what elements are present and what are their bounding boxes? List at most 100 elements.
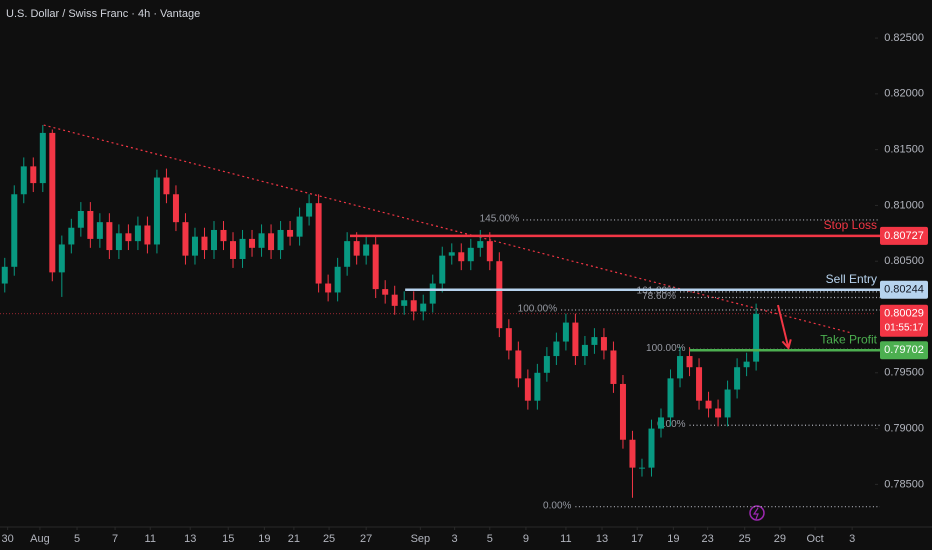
candle-body [543, 356, 550, 373]
x-tick-label: 15 [222, 533, 234, 545]
candle-body [306, 203, 313, 217]
candle-body [353, 241, 360, 256]
candle-body [401, 300, 408, 306]
y-tick-label: 0.82500 [884, 32, 924, 44]
x-tick-label: Aug [30, 533, 50, 545]
candle-body [153, 177, 160, 245]
x-tick-label: 11 [560, 533, 571, 545]
fib-label: 0.00% [543, 500, 571, 511]
candle-body [315, 203, 322, 284]
x-tick-label: 19 [258, 533, 270, 545]
x-tick-label: 17 [631, 533, 643, 545]
candle-body [125, 233, 132, 242]
candle-body [648, 428, 655, 468]
level-label: Sell Entry [826, 272, 877, 286]
fib-label: 100.00% [518, 304, 558, 315]
fib-label: 145.00% [480, 214, 520, 225]
y-tick-label: 0.79000 [884, 422, 924, 434]
candle-body [667, 378, 674, 418]
x-tick-label: 19 [667, 533, 679, 545]
candle-body [553, 341, 560, 357]
x-tick-label: 5 [487, 533, 493, 545]
x-tick-label: 5 [74, 533, 80, 545]
candle-body [477, 241, 484, 248]
candle-body [391, 294, 398, 306]
candle-body [1, 266, 8, 284]
candle-body [296, 216, 303, 237]
candle-body [220, 229, 227, 242]
candle-body [429, 283, 436, 304]
event-icon-bolt [752, 507, 759, 520]
candle-body [420, 303, 427, 312]
candle-body [96, 222, 103, 239]
trendline [43, 124, 851, 334]
candle-body [515, 350, 522, 379]
price-tag-label: 0.79702 [884, 344, 924, 356]
candle-body [20, 166, 27, 195]
candle-body [134, 225, 141, 242]
candle-body [724, 389, 731, 418]
candle-body [448, 252, 455, 256]
candle-body [325, 283, 332, 293]
candle-body [629, 439, 636, 468]
current-price-label: 0.80029 [884, 308, 924, 320]
candle-body [49, 132, 56, 273]
x-tick-label: 7 [112, 533, 118, 545]
x-tick-label: 23 [701, 533, 713, 545]
candle-body [467, 247, 474, 262]
x-tick-label: 27 [360, 533, 372, 545]
candle-body [505, 328, 512, 351]
price-tag [880, 280, 928, 299]
y-tick-label: 0.80500 [884, 255, 924, 267]
candle-body [39, 132, 46, 184]
candle-body [334, 266, 341, 293]
x-tick-label: 29 [774, 533, 786, 545]
candle-body [600, 337, 607, 351]
candle-body [382, 289, 389, 295]
x-tick-label: 25 [323, 533, 335, 545]
candle-body [734, 367, 741, 390]
candle-body [743, 361, 750, 368]
arrow-shaft [777, 304, 790, 349]
candle-body [619, 383, 626, 440]
candle-body [610, 350, 617, 384]
candle-body [486, 241, 493, 262]
fib-label: 0.00% [657, 419, 685, 430]
candle-body [572, 322, 579, 357]
candle-body [30, 166, 37, 184]
candle-body [182, 222, 189, 256]
fib-label: 100.00% [646, 343, 686, 354]
y-tick-label: 0.81000 [884, 199, 924, 211]
x-tick-label: 3 [452, 533, 458, 545]
candle-body [277, 229, 284, 251]
candle-body [581, 344, 588, 357]
candle-body [458, 252, 465, 262]
candle-body [344, 241, 351, 267]
countdown-label: 01:55:17 [885, 322, 924, 333]
y-tick-label: 0.82000 [884, 88, 924, 100]
candle-body [677, 356, 684, 379]
fib-label: 161.80% [637, 286, 677, 297]
candle-body [230, 241, 237, 259]
candle-body [87, 211, 94, 239]
candle-body [268, 233, 275, 251]
candle-body [591, 337, 598, 345]
candle-body [534, 372, 541, 401]
candle-body [753, 313, 760, 362]
candle-body [686, 356, 693, 368]
candle-body [106, 222, 113, 251]
candle-body [58, 244, 65, 273]
x-tick-label: 9 [523, 533, 529, 545]
candle-body [658, 417, 665, 429]
fib-label: 78.60% [642, 291, 676, 302]
y-tick-label: 0.81500 [884, 144, 924, 156]
candle-body [210, 229, 217, 251]
candle-body [715, 408, 722, 418]
event-icon[interactable] [749, 505, 765, 521]
candle-body [144, 225, 151, 245]
candle-body [249, 238, 256, 248]
candle-body [439, 255, 446, 284]
x-tick-label: Sep [411, 533, 431, 545]
